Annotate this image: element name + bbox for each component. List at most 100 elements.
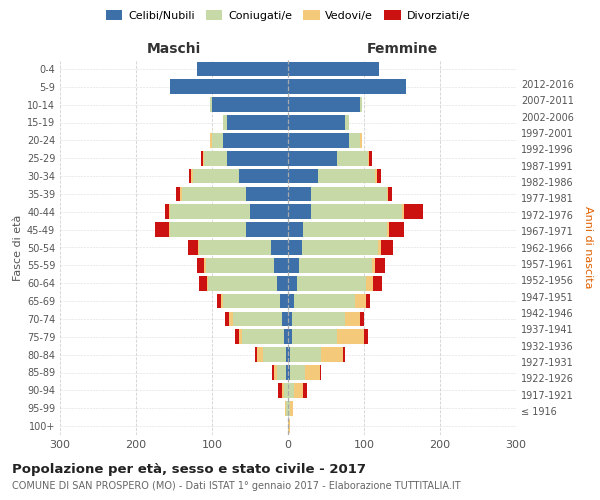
Bar <box>217 294 221 308</box>
Bar <box>288 276 297 290</box>
Bar <box>368 151 370 166</box>
Text: Femmine: Femmine <box>367 42 437 56</box>
Bar <box>286 365 288 380</box>
Bar <box>376 168 377 184</box>
Bar <box>290 365 305 380</box>
Bar <box>193 168 239 184</box>
Y-axis label: Fasce di età: Fasce di età <box>13 214 23 280</box>
Bar <box>371 258 376 272</box>
Bar <box>197 240 199 255</box>
Bar <box>278 383 282 398</box>
Bar <box>203 151 205 166</box>
Bar <box>366 294 370 308</box>
Bar <box>360 133 362 148</box>
Bar <box>288 401 290 415</box>
Bar <box>285 401 286 415</box>
Bar <box>288 80 406 94</box>
Bar <box>288 312 292 326</box>
Bar <box>206 258 274 272</box>
Bar <box>169 204 170 219</box>
Bar <box>229 312 233 326</box>
Bar <box>223 115 227 130</box>
Bar <box>294 294 355 308</box>
Bar <box>288 115 345 130</box>
Bar <box>288 186 311 201</box>
Bar <box>311 204 402 219</box>
Bar <box>274 365 277 380</box>
Bar <box>345 312 360 326</box>
Bar <box>256 348 257 362</box>
Bar <box>223 294 280 308</box>
Bar <box>376 258 385 272</box>
Bar <box>288 62 379 76</box>
Bar <box>343 348 345 362</box>
Bar <box>299 258 371 272</box>
Bar <box>197 62 288 76</box>
Bar <box>302 240 377 255</box>
Legend: Celibi/Nubili, Coniugati/e, Vedovi/e, Divorziati/e: Celibi/Nubili, Coniugati/e, Vedovi/e, Di… <box>104 8 472 24</box>
Bar <box>227 151 288 166</box>
Bar <box>288 365 290 380</box>
Bar <box>169 222 170 237</box>
Bar <box>206 276 208 290</box>
Bar <box>370 151 371 166</box>
Bar <box>199 276 206 290</box>
Bar <box>277 365 286 380</box>
Bar <box>355 294 366 308</box>
Bar <box>182 186 246 201</box>
Bar <box>155 222 169 237</box>
Bar <box>284 330 288 344</box>
Bar <box>365 276 373 290</box>
Bar <box>320 365 322 380</box>
Bar <box>286 348 288 362</box>
Bar <box>212 98 288 112</box>
Bar <box>320 348 343 362</box>
Bar <box>223 133 288 148</box>
Bar <box>364 330 368 344</box>
Bar <box>337 151 368 166</box>
Bar <box>377 240 382 255</box>
Bar <box>208 276 277 290</box>
Bar <box>382 240 393 255</box>
Bar <box>274 258 288 272</box>
Bar <box>246 186 288 201</box>
Bar <box>389 222 404 237</box>
Bar <box>388 186 392 201</box>
Bar <box>387 222 389 237</box>
Bar <box>211 133 212 148</box>
Bar <box>205 151 227 166</box>
Bar <box>191 168 193 184</box>
Bar <box>188 240 197 255</box>
Bar <box>288 294 294 308</box>
Bar <box>297 276 365 290</box>
Bar <box>202 151 203 166</box>
Bar <box>227 115 288 130</box>
Bar <box>170 204 250 219</box>
Bar <box>288 330 292 344</box>
Bar <box>250 204 288 219</box>
Bar <box>404 204 422 219</box>
Bar <box>165 204 169 219</box>
Bar <box>282 383 284 398</box>
Bar <box>239 168 288 184</box>
Bar <box>288 258 299 272</box>
Bar <box>221 294 223 308</box>
Bar <box>290 401 293 415</box>
Bar <box>286 401 288 415</box>
Bar <box>205 258 206 272</box>
Bar <box>170 80 288 94</box>
Bar <box>288 419 290 434</box>
Bar <box>272 365 274 380</box>
Bar <box>288 168 319 184</box>
Text: COMUNE DI SAN PROSPERO (MO) - Dati ISTAT 1° gennaio 2017 - Elaborazione TUTTITAL: COMUNE DI SAN PROSPERO (MO) - Dati ISTAT… <box>12 481 461 491</box>
Bar <box>288 133 349 148</box>
Bar <box>288 240 302 255</box>
Bar <box>373 276 382 290</box>
Bar <box>319 168 376 184</box>
Bar <box>303 383 307 398</box>
Bar <box>180 186 182 201</box>
Bar <box>290 348 320 362</box>
Bar <box>360 312 364 326</box>
Bar <box>189 168 191 184</box>
Bar <box>257 348 263 362</box>
